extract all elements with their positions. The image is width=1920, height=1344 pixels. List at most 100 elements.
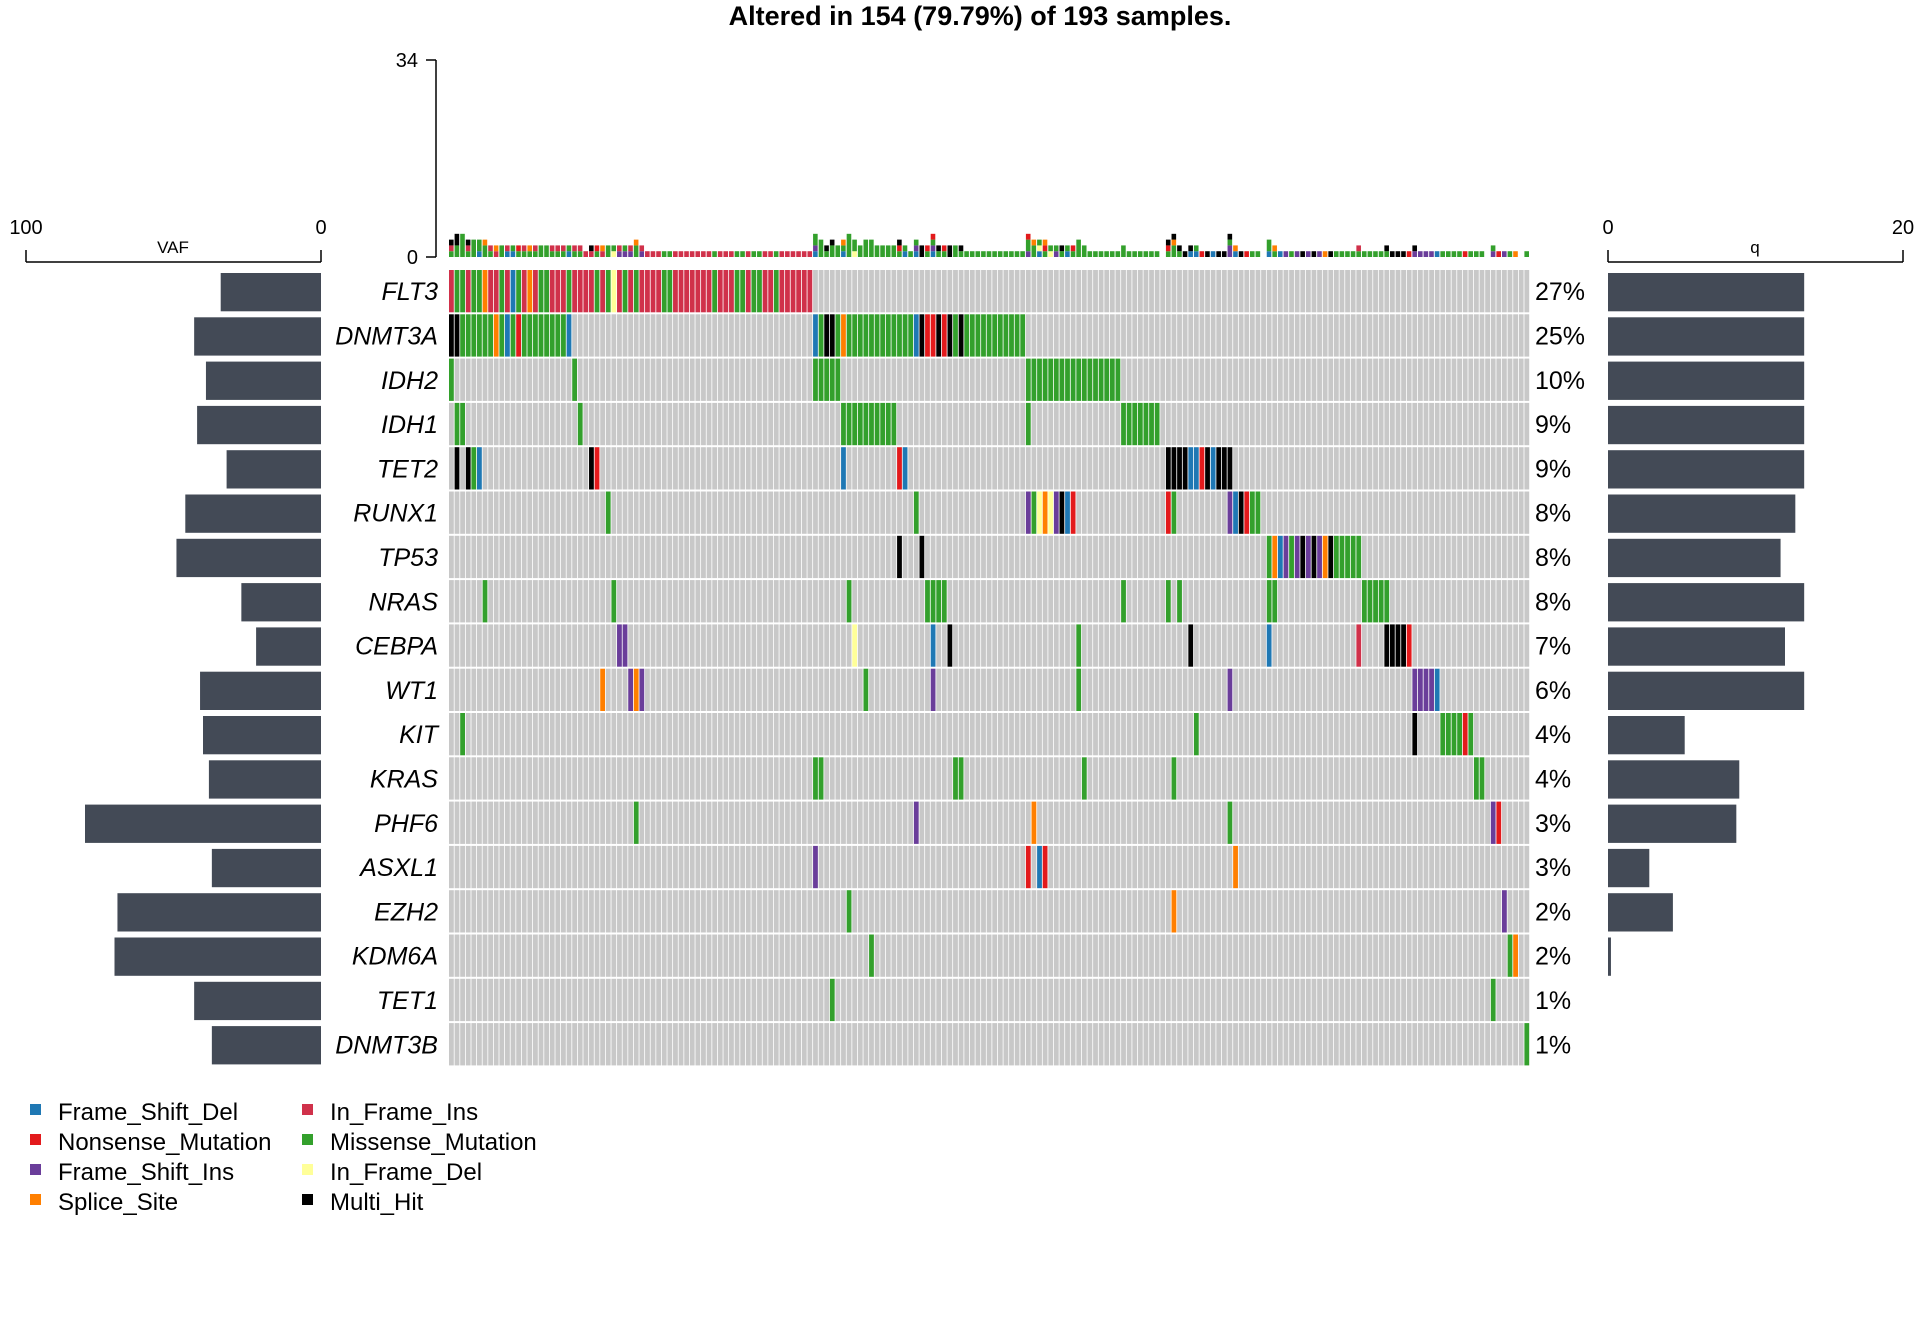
empty-cell <box>572 1023 578 1066</box>
empty-cell <box>1233 447 1238 490</box>
empty-cell <box>1165 978 1171 1022</box>
empty-cell <box>1513 358 1518 401</box>
empty-cell <box>538 890 544 933</box>
empty-cell <box>745 1023 751 1066</box>
top-bar-segment <box>1384 245 1389 252</box>
empty-cell <box>908 402 914 446</box>
empty-cell <box>645 624 650 667</box>
mutation-cell <box>510 314 516 357</box>
empty-cell <box>1524 580 1530 623</box>
empty-cell <box>796 624 802 667</box>
empty-cell <box>566 668 572 711</box>
top-bar-segment <box>1149 251 1154 257</box>
empty-cell <box>701 801 706 844</box>
top-bar-segment <box>1031 239 1037 246</box>
empty-cell <box>510 978 516 1022</box>
empty-cell <box>1149 447 1154 490</box>
empty-cell <box>829 934 835 977</box>
empty-cell <box>583 314 589 357</box>
top-bar-segment <box>1266 251 1272 257</box>
empty-cell <box>964 1023 970 1066</box>
top-bar-segment <box>824 245 829 252</box>
empty-cell <box>1373 447 1378 490</box>
empty-cell <box>516 978 522 1022</box>
empty-cell <box>701 890 706 933</box>
empty-cell <box>1294 801 1300 844</box>
empty-cell <box>549 358 555 401</box>
empty-cell <box>790 1023 796 1066</box>
empty-cell <box>757 757 762 800</box>
empty-cell <box>818 535 824 579</box>
empty-cell <box>1440 845 1446 889</box>
empty-cell <box>986 801 992 844</box>
empty-cell <box>1350 934 1356 977</box>
mutation-cell <box>941 580 947 623</box>
empty-cell <box>1434 358 1440 401</box>
empty-cell <box>1121 358 1126 401</box>
empty-cell <box>628 491 634 534</box>
empty-cell <box>813 668 818 711</box>
empty-cell <box>1205 757 1210 800</box>
empty-cell <box>1171 801 1177 844</box>
empty-cell <box>1328 978 1334 1022</box>
empty-cell <box>981 757 986 800</box>
mutation-cell <box>1031 801 1037 844</box>
empty-cell <box>594 845 600 889</box>
top-bar-segment <box>1317 251 1322 257</box>
empty-cell <box>684 447 690 490</box>
empty-cell <box>555 934 561 977</box>
empty-cell <box>975 358 981 401</box>
empty-cell <box>1160 270 1166 313</box>
empty-cell <box>785 890 790 933</box>
empty-cell <box>1468 1023 1474 1066</box>
empty-cell <box>689 491 695 534</box>
top-bar-segment <box>589 245 594 252</box>
empty-cell <box>717 890 723 933</box>
legend-label: Splice_Site <box>58 1189 178 1216</box>
empty-cell <box>1451 668 1457 711</box>
empty-cell <box>1389 270 1395 313</box>
empty-cell <box>583 358 589 401</box>
empty-cell <box>600 314 606 357</box>
empty-cell <box>689 314 695 357</box>
empty-cell <box>1020 845 1026 889</box>
empty-cell <box>852 978 858 1022</box>
empty-cell <box>953 1023 958 1066</box>
empty-cell <box>1014 270 1020 313</box>
empty-cell <box>589 801 594 844</box>
empty-cell <box>488 535 494 579</box>
empty-cell <box>1003 934 1009 977</box>
empty-cell <box>505 535 510 579</box>
empty-cell <box>807 314 813 357</box>
mutation-cell <box>852 624 858 667</box>
empty-cell <box>953 934 958 977</box>
empty-cell <box>1149 668 1154 711</box>
empty-cell <box>1149 1023 1154 1066</box>
top-bar-segment <box>1171 233 1177 240</box>
empty-cell <box>600 624 606 667</box>
empty-cell <box>863 580 869 623</box>
empty-cell <box>1199 668 1205 711</box>
empty-cell <box>1216 890 1222 933</box>
empty-cell <box>885 668 891 711</box>
empty-cell <box>801 314 807 357</box>
empty-cell <box>785 801 790 844</box>
empty-cell <box>617 757 622 800</box>
top-bar-segment <box>706 251 712 257</box>
empty-cell <box>1501 801 1507 844</box>
empty-cell <box>1154 535 1160 579</box>
empty-cell <box>561 624 566 667</box>
empty-cell <box>1070 270 1076 313</box>
top-bar-segment <box>544 245 549 257</box>
empty-cell <box>1462 535 1468 579</box>
top-bar-segment <box>555 245 561 252</box>
empty-cell <box>1507 402 1513 446</box>
empty-cell <box>925 713 930 756</box>
mutation-cell <box>768 270 774 313</box>
mutation-cell <box>628 668 634 711</box>
top-bar-segment <box>757 251 762 257</box>
empty-cell <box>454 580 460 623</box>
empty-cell <box>1373 845 1378 889</box>
empty-cell <box>1322 314 1328 357</box>
empty-cell <box>964 491 970 534</box>
